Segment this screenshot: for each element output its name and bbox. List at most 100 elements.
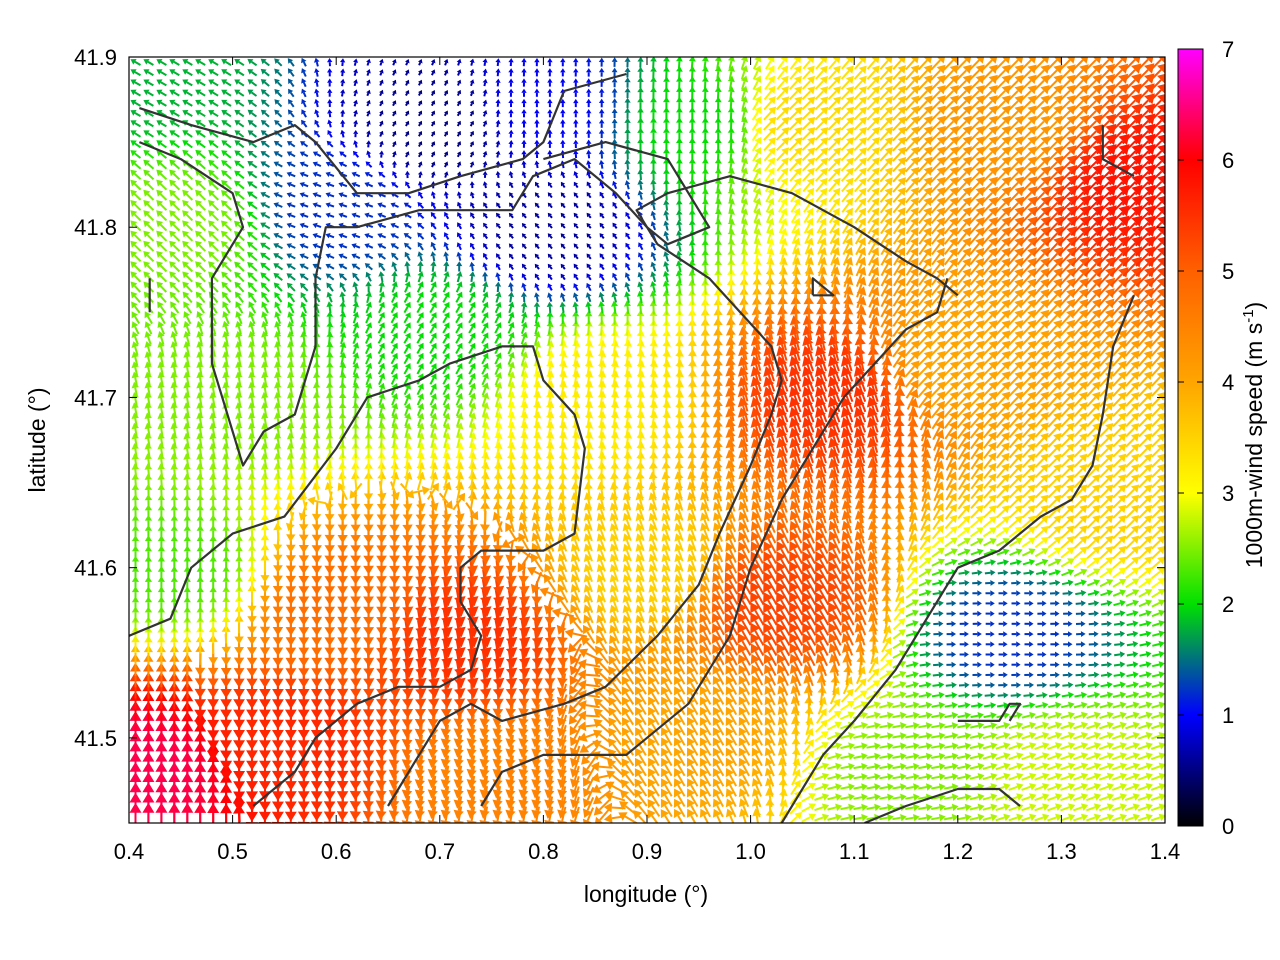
wind-arrow [712, 808, 722, 823]
wind-arrow [1111, 803, 1128, 812]
wind-arrow [840, 783, 855, 791]
wind-arrow [1021, 783, 1037, 791]
wind-arrow [918, 803, 933, 812]
wind-arrow [840, 803, 855, 812]
wind-arrow [827, 783, 842, 791]
wind-arrow [866, 762, 881, 771]
wind-arrow [879, 752, 894, 761]
wind-arrow [751, 778, 762, 797]
wind-arrow [590, 761, 613, 772]
wind-arrow [1021, 762, 1037, 771]
wind-arrow [725, 808, 735, 823]
wind-arrow [1086, 783, 1102, 791]
wind-arrow [738, 737, 751, 756]
wind-arrow [827, 752, 843, 760]
wind-arrow [982, 742, 998, 750]
wind-arrow [853, 803, 868, 812]
wind-arrow [1137, 772, 1153, 781]
wind-arrow [1034, 803, 1050, 812]
wind-arrow [943, 813, 959, 822]
wind-arrow [918, 814, 933, 822]
wind-arrow [725, 768, 738, 787]
wind-arrow [892, 752, 907, 761]
wind-arrow [905, 742, 920, 750]
wind-arrow [905, 803, 920, 812]
wind-arrow [647, 788, 660, 807]
wind-arrow [1086, 752, 1102, 761]
wind-arrow [905, 814, 920, 822]
wind-arrow [1137, 783, 1153, 791]
wind-arrow [790, 779, 801, 796]
wind-arrow [607, 759, 623, 776]
wind-arrow [1034, 752, 1050, 761]
wind-arrow [686, 747, 699, 767]
wind-arrow [969, 762, 985, 771]
wind-arrow [661, 737, 673, 756]
wind-arrow [1047, 803, 1063, 812]
wind-arrow [1098, 783, 1115, 791]
wind-arrow [853, 813, 868, 822]
wind-arrow [866, 793, 881, 801]
wind-arrow [943, 803, 959, 812]
wind-arrow [621, 768, 635, 787]
wind-arrow [814, 742, 829, 752]
wind-arrow [1098, 752, 1115, 761]
wind-arrow [673, 798, 686, 818]
wind-arrow [1034, 813, 1050, 822]
wind-arrow [879, 742, 894, 750]
wind-arrow [712, 737, 725, 756]
wind-arrow [725, 747, 738, 767]
wind-arrow [879, 783, 894, 791]
wind-arrow [619, 801, 637, 816]
wind-arrow [956, 813, 972, 822]
wind-arrow [918, 752, 933, 761]
wind-arrow [621, 758, 635, 777]
wind-arrow [944, 773, 959, 781]
wind-arrow [814, 762, 830, 771]
wind-arrow [1098, 803, 1115, 812]
wind-arrow [686, 757, 699, 777]
wind-arrow [1073, 783, 1089, 791]
wind-arrow [931, 803, 946, 812]
wind-arrow [725, 788, 737, 808]
wind-arrow [661, 788, 673, 807]
wind-arrow [853, 762, 868, 771]
wind-arrow [866, 742, 881, 750]
wind-arrow [1073, 752, 1089, 761]
wind-arrow [673, 757, 686, 777]
wind-arrow [1124, 793, 1140, 802]
wind-arrow [995, 762, 1011, 771]
wind-arrow [1008, 772, 1024, 781]
wind-arrow [686, 768, 699, 787]
wind-arrow [1060, 762, 1076, 771]
wind-arrow [1098, 762, 1115, 771]
wind-arrow [853, 783, 868, 791]
wind-arrow [1008, 762, 1024, 771]
wind-arrow [969, 803, 985, 812]
wind-arrow [661, 747, 673, 767]
wind-arrow [1021, 772, 1037, 781]
wind-arrow [738, 798, 749, 818]
wind-arrow [1034, 772, 1050, 781]
wind-arrow [840, 813, 855, 822]
wind-arrow [1047, 793, 1063, 802]
wind-arrow [969, 742, 985, 750]
wind-arrow [944, 793, 959, 801]
wind-arrow [892, 762, 907, 771]
wind-arrow [604, 791, 626, 802]
wind-arrow [1047, 772, 1063, 781]
wind-arrow [1060, 772, 1076, 781]
wind-arrow [605, 781, 625, 794]
wind-arrow [918, 783, 933, 791]
wind-arrow [592, 740, 612, 753]
wind-arrow [1060, 813, 1076, 822]
wind-arrow [1098, 793, 1115, 802]
wind-arrow [879, 762, 894, 771]
wind-arrow [995, 803, 1011, 812]
wind-arrow [582, 757, 596, 776]
wind-arrow [1098, 772, 1115, 781]
wind-arrow [789, 801, 802, 815]
wind-arrow [995, 752, 1011, 761]
